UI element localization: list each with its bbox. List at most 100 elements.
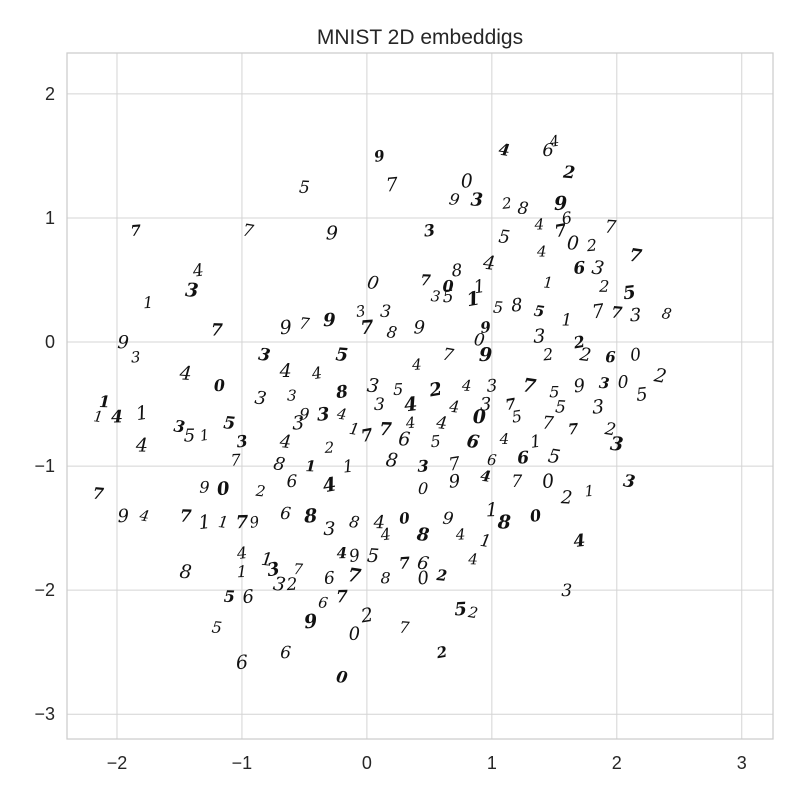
digit-point: 7 [359, 425, 374, 447]
digit-point: 4 [137, 506, 151, 526]
digit-point: 2 [603, 419, 618, 441]
digit-point: 7 [236, 512, 249, 533]
digit-point: 9 [442, 509, 455, 530]
digit-point: 0 [566, 232, 579, 255]
digit-point: 9 [348, 546, 362, 567]
y-tick-label: −2 [34, 580, 55, 600]
digit-point: 5 [493, 298, 504, 318]
digit-point: 1 [529, 432, 543, 453]
digit-point: 7 [420, 271, 432, 289]
plot-area [67, 53, 773, 739]
digit-point: 9 [199, 478, 210, 497]
digit-point: 7 [92, 484, 105, 504]
digit-point: 5 [549, 382, 559, 401]
digit-point: 2 [578, 344, 593, 366]
x-tick-label: 0 [362, 753, 372, 773]
digit-point: 9 [448, 189, 461, 209]
digit-point: 8 [272, 453, 287, 476]
digit-point: 2 [434, 643, 448, 663]
digit-point: 6 [241, 586, 255, 608]
digit-point: 9 [117, 506, 130, 528]
digit-point: 8 [451, 261, 464, 282]
digit-point: 0 [213, 376, 225, 396]
digit-point: 4 [278, 431, 293, 453]
digit-point: 7 [360, 316, 375, 339]
digit-point: 6 [486, 451, 497, 470]
digit-point: 8 [348, 512, 361, 532]
digit-point: 4 [434, 413, 448, 434]
digit-point: 3 [423, 220, 436, 240]
digit-point: 7 [179, 506, 192, 526]
digit-point: 3 [130, 348, 141, 367]
digit-point: 0 [473, 406, 487, 428]
digit-point: 1 [472, 276, 487, 299]
digit-point: 9 [117, 332, 130, 354]
digit-point: 0 [617, 372, 629, 393]
digit-point: 0 [460, 170, 473, 193]
digit-point: 2 [435, 566, 448, 585]
digit-point: 0 [216, 478, 231, 500]
digit-point: 4 [536, 243, 547, 261]
digit-point: 3 [366, 375, 380, 398]
digit-point: 3 [629, 305, 642, 327]
digit-point: 9 [279, 316, 293, 339]
digit-point: 2 [427, 379, 444, 402]
digit-point: 4 [533, 215, 544, 233]
digit-point: 8 [381, 568, 391, 587]
digit-point: 6 [560, 208, 573, 228]
digit-point: 8 [415, 524, 431, 546]
digit-point: 0 [442, 277, 453, 296]
digit-point: 3 [374, 395, 385, 415]
digit-point: 3 [622, 471, 637, 492]
digit-point: 0 [418, 479, 429, 499]
digit-point: 7 [211, 320, 224, 340]
digit-point: 3 [355, 302, 367, 321]
digit-point: 7 [591, 300, 607, 324]
digit-point: 8 [384, 449, 399, 472]
digit-point: 5 [211, 617, 223, 637]
digit-point: 1 [237, 562, 248, 581]
digit-point: 5 [442, 287, 454, 307]
digit-point: 7 [346, 564, 362, 588]
digit-point: 4 [335, 404, 348, 423]
digit-point: 3 [533, 325, 546, 347]
digit-point: 7 [628, 245, 644, 268]
digit-point: 7 [447, 453, 462, 476]
digit-point: 5 [533, 302, 546, 321]
digit-point: 6 [573, 258, 586, 279]
digit-point: 0 [541, 470, 556, 493]
digit-point: 5 [555, 397, 567, 418]
x-tick-label: −1 [232, 753, 253, 773]
digit-point: 6 [398, 428, 411, 451]
digit-point: 6 [280, 504, 292, 525]
digit-point: 1 [485, 499, 498, 521]
digit-point: 7 [610, 302, 623, 322]
digit-point: 7 [604, 217, 617, 239]
digit-point: 4 [178, 362, 193, 385]
digit-point: 6 [280, 643, 292, 664]
digit-point: 4 [481, 252, 497, 275]
y-tick-label: −3 [34, 704, 55, 724]
digit-point: 2 [541, 345, 554, 365]
digit-point: 1 [543, 273, 554, 292]
digit-point: 9 [323, 310, 336, 331]
digit-point: 1 [134, 402, 149, 426]
digit-point: 2 [571, 332, 586, 353]
digit-point: 1 [342, 457, 355, 478]
digit-point: 7 [130, 221, 142, 240]
digit-point: 4 [467, 550, 478, 568]
digit-point: 5 [547, 445, 562, 469]
digit-point: 1 [143, 293, 154, 313]
digit-point: 7 [379, 419, 393, 440]
digit-point: 6 [286, 472, 298, 492]
digit-point: 5 [497, 226, 511, 248]
digit-point: 4 [279, 360, 292, 382]
y-tick-label: 1 [45, 208, 55, 228]
digit-point: 4 [135, 435, 148, 457]
x-gridlines [116, 53, 743, 739]
digit-point: 4 [479, 467, 492, 486]
digit-point: 0 [629, 345, 643, 366]
digit-point: 2 [254, 482, 266, 501]
digit-point: 1 [478, 531, 492, 553]
